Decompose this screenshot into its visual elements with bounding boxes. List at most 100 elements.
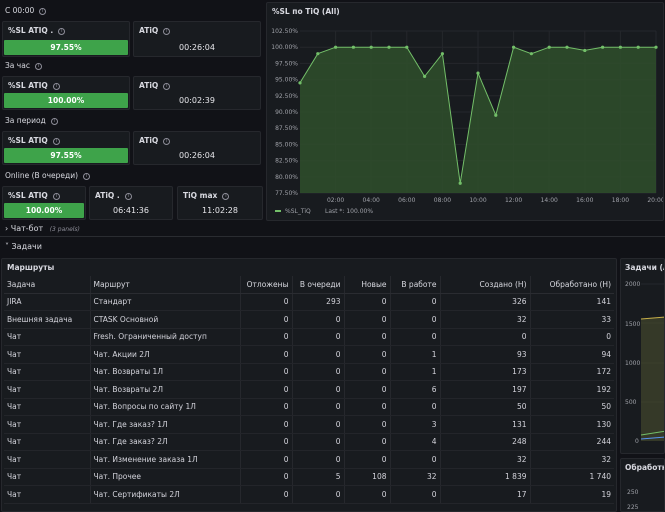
table-cell: 248 bbox=[440, 433, 531, 451]
table-cell: Чат. Изменение заказа 1Л bbox=[90, 450, 241, 469]
table-cell: 3 bbox=[390, 415, 441, 434]
table-row[interactable]: Чат Чат. Возвраты 2Л 0 0 0 6 197 192 bbox=[4, 380, 614, 399]
table-cell: 1 bbox=[390, 363, 441, 381]
column-header[interactable]: В очереди bbox=[292, 276, 345, 294]
data-point bbox=[298, 81, 302, 85]
info-icon[interactable]: i bbox=[163, 82, 171, 90]
table-cell: 0 bbox=[344, 328, 391, 346]
data-point bbox=[458, 181, 462, 185]
sl-chart[interactable]: 77.50% 80.00% 82.50% 85.00% 87.50% 90.00% 92.5… bbox=[267, 3, 663, 220]
column-header[interactable]: Новые bbox=[344, 276, 391, 294]
table-cell: 0 bbox=[390, 450, 441, 469]
panel-title: ATiQ i bbox=[139, 81, 171, 90]
table-row[interactable]: Чат Чат. Где заказ? 2Л 0 0 0 4 248 244 bbox=[4, 433, 614, 451]
panel-sl-online: %SL ATIQ i 100.00% bbox=[2, 186, 86, 220]
table-row[interactable]: Чат Чат. Где заказ? 1Л 0 0 0 3 131 130 bbox=[4, 415, 614, 434]
table-row[interactable]: Внешняя задача CTASK Основной 0 0 0 0 32 33 bbox=[4, 310, 614, 329]
column-header[interactable]: Маршрут bbox=[90, 276, 241, 294]
tiq-max-value: 11:02:28 bbox=[202, 206, 238, 215]
chart-title: %SL по TiQ (All) bbox=[272, 7, 340, 16]
data-point bbox=[369, 45, 373, 49]
table-cell: 94 bbox=[530, 345, 614, 364]
table-cell: 0 bbox=[344, 398, 391, 416]
table-cell: 1 bbox=[390, 345, 441, 364]
data-point bbox=[405, 45, 409, 49]
info-icon[interactable]: i bbox=[52, 137, 60, 145]
column-header[interactable]: В работе bbox=[390, 276, 441, 294]
y-tick: 250 bbox=[627, 489, 639, 496]
table-cell: 32 bbox=[390, 468, 441, 486]
data-point bbox=[547, 45, 551, 49]
table-row[interactable]: Чат Чат. Сертификаты 2Л 0 0 0 0 17 19 bbox=[4, 485, 614, 504]
heading-hour: За час i bbox=[5, 61, 42, 70]
column-header[interactable]: Создано (Н) bbox=[440, 276, 531, 294]
table-cell: 50 bbox=[530, 398, 614, 416]
x-tick-label: 02:00 bbox=[327, 197, 344, 204]
table-row[interactable]: Чат Чат. Вопросы по сайту 1Л 0 0 0 0 50 50 bbox=[4, 398, 614, 416]
info-icon[interactable]: i bbox=[52, 82, 60, 90]
table-row[interactable]: JIRA Стандарт 0 293 0 0 326 141 bbox=[4, 293, 614, 311]
table-cell: 108 bbox=[344, 468, 391, 486]
row-tasks[interactable]: ˅ Задачи bbox=[5, 242, 42, 251]
y-tick-label: 82.50% bbox=[275, 158, 298, 165]
column-header[interactable]: Задача bbox=[4, 276, 91, 294]
table-row[interactable]: Чат Чат. Прочее 0 5 108 32 1 839 1 740 bbox=[4, 468, 614, 486]
table-cell: 0 bbox=[292, 310, 345, 329]
panel-sl-period: %SL ATIQ i 97.55% bbox=[2, 131, 130, 165]
info-icon[interactable]: i bbox=[222, 192, 230, 200]
data-point bbox=[351, 45, 355, 49]
table-row[interactable]: Чат Чат. Изменение заказа 1Л 0 0 0 0 32 32 bbox=[4, 450, 614, 469]
info-icon[interactable]: i bbox=[50, 117, 58, 125]
chevron-down-icon: ˅ bbox=[5, 242, 9, 251]
table-cell: 32 bbox=[530, 450, 614, 469]
data-point bbox=[512, 45, 516, 49]
atiq-value: 06:41:36 bbox=[113, 206, 149, 215]
table-cell: Чат. Возвраты 1Л bbox=[90, 363, 241, 381]
table-cell: Чат bbox=[4, 363, 91, 381]
table-cell: 32 bbox=[440, 310, 531, 329]
table-cell: 33 bbox=[530, 310, 614, 329]
sl-value-bar: 100.00% bbox=[4, 93, 128, 108]
row-chatbot[interactable]: › Чат-бот (3 panels) bbox=[5, 224, 80, 233]
y-tick-label: 92.50% bbox=[275, 93, 298, 100]
info-icon[interactable]: i bbox=[163, 137, 171, 145]
table-cell: 0 bbox=[292, 398, 345, 416]
info-icon[interactable]: i bbox=[34, 62, 42, 70]
table-row[interactable]: Чат Чат. Акции 2Л 0 0 0 1 93 94 bbox=[4, 345, 614, 364]
info-icon[interactable]: i bbox=[163, 27, 171, 35]
info-icon[interactable]: i bbox=[39, 7, 47, 15]
table-cell: 0 bbox=[240, 485, 293, 504]
data-point bbox=[334, 45, 338, 49]
data-point bbox=[440, 52, 444, 56]
info-icon[interactable]: i bbox=[83, 172, 91, 180]
table-cell: Чат bbox=[4, 380, 91, 399]
info-icon[interactable]: i bbox=[58, 27, 66, 35]
table-cell: 4 bbox=[390, 433, 441, 451]
y-tick-label: 80.00% bbox=[275, 174, 298, 181]
table-cell: 0 bbox=[240, 468, 293, 486]
processing-chart[interactable]: 250 225 bbox=[621, 459, 665, 512]
row-panel-count: (3 panels) bbox=[49, 226, 80, 233]
table-cell: 0 bbox=[390, 485, 441, 504]
row-divider bbox=[0, 236, 665, 237]
table-cell: 326 bbox=[440, 293, 531, 311]
column-header[interactable]: Отложены bbox=[240, 276, 293, 294]
table-cell: Чат. Вопросы по сайту 1Л bbox=[90, 398, 241, 416]
table-cell: Стандарт bbox=[90, 293, 241, 311]
y-tick-label: 77.50% bbox=[275, 190, 298, 197]
table-cell: Чат bbox=[4, 468, 91, 486]
tasks-all-chart[interactable]: 2000 1500 1000 500 0 bbox=[621, 259, 665, 454]
info-icon[interactable]: i bbox=[124, 192, 132, 200]
table-cell: Чат bbox=[4, 450, 91, 469]
panel-title: %SL ATIQ i bbox=[8, 191, 60, 200]
panel-title: ATiQ i bbox=[139, 136, 171, 145]
y-tick-label: 95.00% bbox=[275, 77, 298, 84]
processing-title: Обработка bbox=[625, 463, 664, 472]
sl-value-bar: 100.00% bbox=[4, 203, 84, 218]
table-cell: Чат. Акции 2Л bbox=[90, 345, 241, 364]
table-row[interactable]: Чат Чат. Возвраты 1Л 0 0 0 1 173 172 bbox=[4, 363, 614, 381]
data-point bbox=[476, 71, 480, 75]
info-icon[interactable]: i bbox=[52, 192, 60, 200]
table-row[interactable]: Чат Fresh. Ограниченный доступ 0 0 0 0 0 0 bbox=[4, 328, 614, 346]
column-header[interactable]: Обработано (Н) bbox=[530, 276, 614, 294]
